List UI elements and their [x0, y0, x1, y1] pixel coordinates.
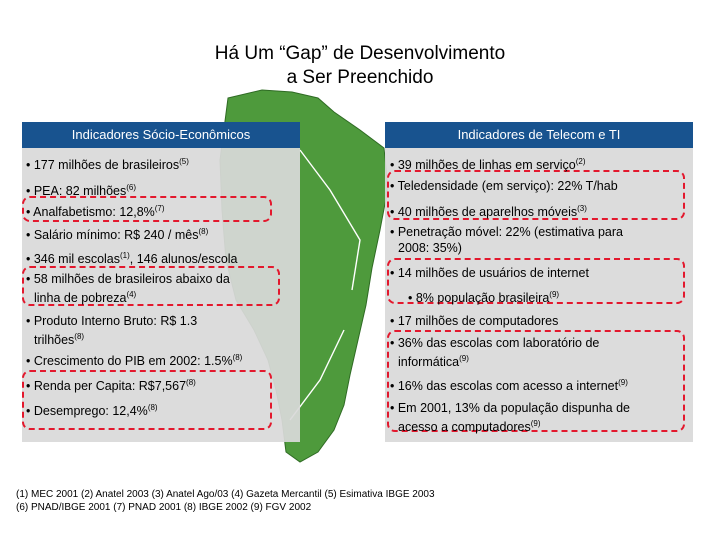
right-item-escolas-internet: • 16% das escolas com acesso a internet(… [390, 378, 628, 393]
highlight-teledensidade [387, 170, 685, 220]
highlight-analfabetismo [22, 196, 272, 222]
highlight-pobreza [22, 266, 280, 306]
left-item-desemprego: • Desemprego: 12,4%(8) [26, 403, 158, 418]
right-item-usuarios-internet: • 14 milhões de usuários de internet [390, 266, 589, 280]
footnote-line-1: (1) MEC 2001 (2) Anatel 2003 (3) Anatel … [16, 489, 435, 500]
right-item-moveis: • 40 milhões de aparelhos móveis(3) [390, 204, 587, 219]
right-item-populacao-internet: • 8% população brasileira(9) [408, 290, 560, 305]
left-item-pobreza: • 58 milhões de brasileiros abaixo da lin… [26, 272, 230, 305]
left-panel-header: Indicadores Sócio-Econômicos [22, 122, 300, 148]
left-item-analfabetismo: • Analfabetismo: 12,8%(7) [26, 204, 165, 219]
right-panel [385, 148, 693, 442]
map-state-border [289, 149, 361, 421]
left-item-pea: • PEA: 82 milhões(6) [26, 183, 137, 198]
right-item-teledensidade: • Teledensidade (em serviço): 22% T/hab [390, 179, 618, 193]
left-item-crescimento: • Crescimento do PIB em 2002: 1.5%(8) [26, 353, 243, 368]
right-panel-header: Indicadores de Telecom e TI [385, 122, 693, 148]
right-item-laboratorio: • 36% das escolas com laboratório de info… [390, 336, 600, 369]
right-item-linhas: • 39 milhões de linhas em serviço(2) [390, 157, 586, 172]
highlight-renda-desemprego [22, 370, 272, 430]
title-line-2: a Ser Preenchido [286, 67, 434, 88]
page-title: Há Um “Gap” de Desenvolvimento a Ser Pre… [0, 42, 720, 90]
left-item-salario: • Salário mínimo: R$ 240 / mês(8) [26, 227, 209, 242]
left-item-renda: • Renda per Capita: R$7,567(8) [26, 378, 196, 393]
left-item-escolas: • 346 mil escolas(1), 146 alunos/escola [26, 251, 238, 266]
right-item-acesso-computadores: • Em 2001, 13% da população dispunha de a… [390, 401, 630, 434]
right-item-penetracao: • Penetração móvel: 22% (estimativa para… [390, 225, 623, 255]
left-item-pib: • Produto Interno Bruto: R$ 1.3 trilhões(… [26, 314, 198, 347]
left-item-populacao: • 177 milhões de brasileiros(5) [26, 157, 189, 172]
right-item-computadores: • 17 milhões de computadores [390, 314, 559, 328]
highlight-internet [387, 258, 685, 304]
footnote-line-2: (6) PNAD/IBGE 2001 (7) PNAD 2001 (8) IBG… [16, 502, 312, 513]
title-line-1: Há Um “Gap” de Desenvolvimento [214, 43, 506, 64]
highlight-escolas [387, 330, 685, 432]
